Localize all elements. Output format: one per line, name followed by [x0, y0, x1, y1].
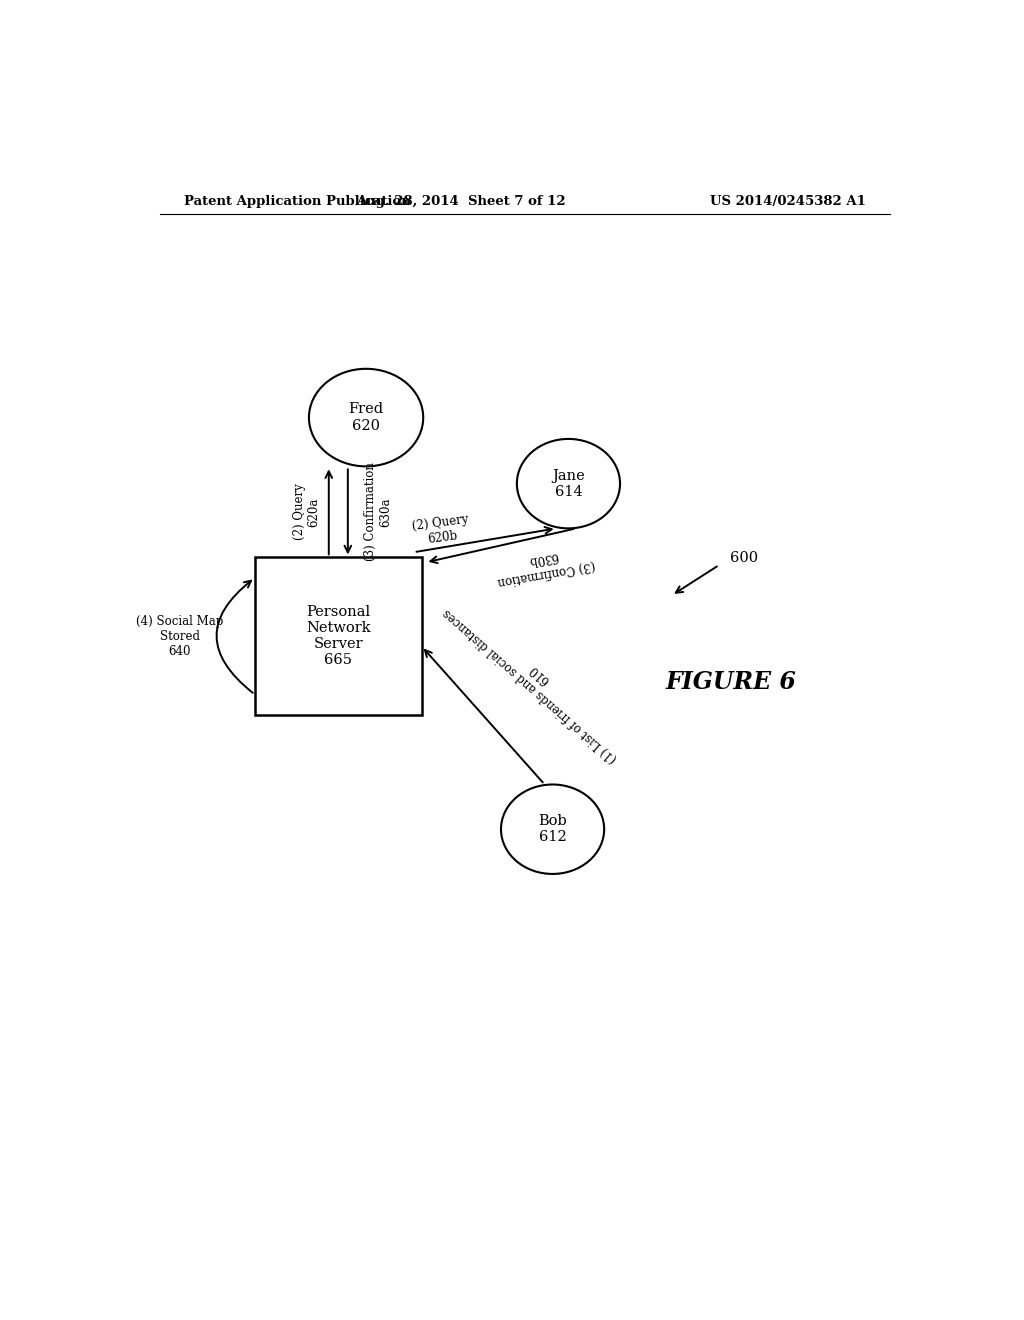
Ellipse shape — [309, 368, 423, 466]
Text: (2) Query
620b: (2) Query 620b — [412, 512, 471, 548]
Text: (3) Confirmation
630b: (3) Confirmation 630b — [494, 544, 596, 589]
Text: Personal
Network
Server
665: Personal Network Server 665 — [306, 605, 371, 668]
Text: (4) Social Map
Stored
640: (4) Social Map Stored 640 — [136, 615, 223, 657]
Text: Aug. 28, 2014  Sheet 7 of 12: Aug. 28, 2014 Sheet 7 of 12 — [356, 194, 566, 207]
Ellipse shape — [517, 440, 621, 528]
Text: (1) List of friends and social distances
610: (1) List of friends and social distances… — [440, 594, 629, 766]
Text: Jane
614: Jane 614 — [552, 469, 585, 499]
Text: (3) Confirmation
630a: (3) Confirmation 630a — [364, 462, 392, 561]
Bar — [255, 557, 422, 715]
Text: Fred
620: Fred 620 — [348, 403, 384, 433]
Text: US 2014/0245382 A1: US 2014/0245382 A1 — [711, 194, 866, 207]
Ellipse shape — [501, 784, 604, 874]
Text: Bob
612: Bob 612 — [539, 814, 567, 845]
Text: FIGURE 6: FIGURE 6 — [666, 669, 797, 694]
Text: (2) Query
620a: (2) Query 620a — [293, 483, 321, 540]
Text: Patent Application Publication: Patent Application Publication — [183, 194, 411, 207]
Text: 600: 600 — [729, 550, 758, 565]
